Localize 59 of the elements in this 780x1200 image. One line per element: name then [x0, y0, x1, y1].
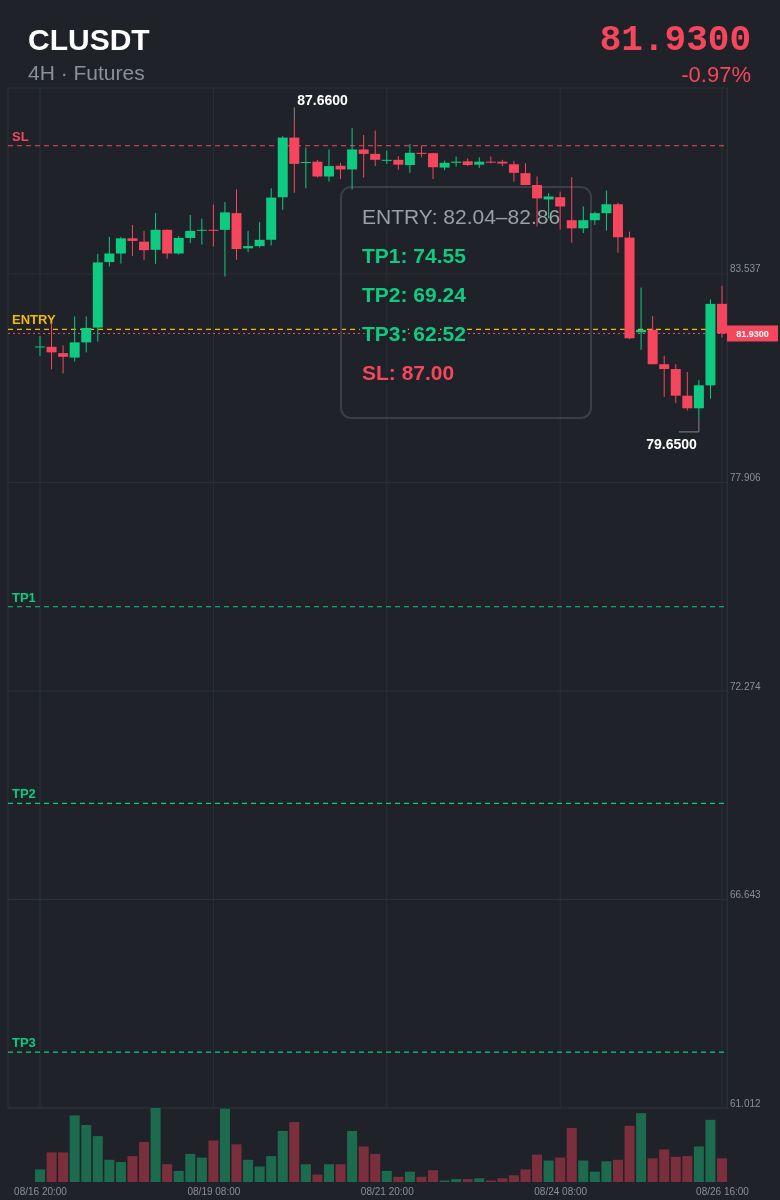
bar: [312, 1174, 323, 1182]
annotation: TP1: 74.55: [362, 244, 467, 267]
y-tick-label: 61.012: [730, 1097, 762, 1109]
bar: [636, 1113, 647, 1182]
chart-subtitle: 4H · Futures: [28, 61, 145, 84]
annotation: SL: 87.00: [362, 361, 455, 384]
annotation: 87.6600: [297, 92, 349, 109]
x-tick-label: 08/19 08:00: [187, 1186, 241, 1198]
annotation: 79.6500: [646, 435, 698, 452]
bar: [624, 1125, 635, 1182]
bar: [323, 1164, 334, 1182]
bar: [243, 1159, 254, 1182]
bar: [289, 1122, 300, 1182]
bar: [404, 1171, 415, 1182]
ref-line-label: TP3: [12, 1035, 36, 1051]
bar: [208, 1140, 219, 1182]
x-tick-label: 08/26 16:00: [696, 1186, 750, 1198]
bar: [381, 1170, 392, 1182]
chart-title: CLUSDT: [28, 23, 150, 56]
y-tick-label: 77.906: [730, 471, 762, 483]
ref-line-label: 81.9300: [736, 329, 769, 340]
bar: [474, 1178, 485, 1182]
y-tick-label: 72.274: [730, 680, 762, 692]
bar: [416, 1176, 427, 1182]
bar: [300, 1164, 311, 1182]
ref-line-label: SL: [12, 128, 29, 144]
bar: [566, 1127, 577, 1182]
bar: [277, 1130, 288, 1182]
bar: [115, 1162, 126, 1182]
x-tick-label: 08/21 20:00: [360, 1186, 415, 1198]
bar: [393, 1176, 404, 1182]
bar: [462, 1179, 473, 1182]
y-tick-label: 66.643: [730, 889, 762, 901]
x-tick-label: 08/24 08:00: [534, 1186, 588, 1198]
bar: [532, 1154, 543, 1182]
ref-line-label: TP2: [12, 786, 36, 802]
bar: [612, 1159, 623, 1182]
bar: [335, 1164, 346, 1182]
bar: [139, 1142, 150, 1182]
ref-line-label: ENTRY: [12, 312, 56, 328]
ref-line-label: TP1: [12, 589, 36, 605]
bar: [127, 1156, 138, 1182]
x-tick-label: 08/16 20:00: [14, 1186, 68, 1198]
bar: [578, 1160, 589, 1182]
bar: [543, 1160, 554, 1182]
bar: [35, 1169, 45, 1182]
bar: [555, 1157, 566, 1182]
bar: [219, 1108, 230, 1182]
bar: [231, 1144, 242, 1182]
text: -0.97%: [681, 62, 751, 87]
bar: [428, 1170, 439, 1182]
bar: [150, 1108, 161, 1182]
annotation: TP2: 69.24: [362, 283, 467, 306]
bar: [162, 1164, 173, 1182]
text: 81.9300: [599, 20, 751, 61]
bar: [717, 1158, 727, 1182]
bar: [196, 1157, 207, 1182]
y-tick-label: 83.537: [730, 263, 762, 275]
bar: [347, 1130, 358, 1182]
